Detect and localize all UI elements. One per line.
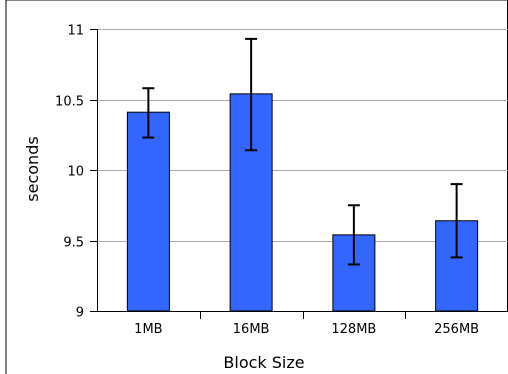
error-bars xyxy=(142,39,462,265)
y-tick-label: 10 xyxy=(67,165,84,180)
y-tick-label: 9 xyxy=(76,306,84,321)
y-tick-label: 10.5 xyxy=(55,95,84,110)
y-axis-title: seconds xyxy=(23,136,42,201)
x-tick-label: 16MB xyxy=(233,322,270,337)
bar xyxy=(127,112,169,311)
x-axis-title: Block Size xyxy=(223,353,304,372)
x-tick-label: 256MB xyxy=(434,322,479,337)
bars xyxy=(127,94,477,311)
x-tick-label: 128MB xyxy=(331,322,376,337)
y-tick-label: 11 xyxy=(67,24,84,39)
x-tick-label: 1MB xyxy=(134,322,162,337)
y-tick-label: 9.5 xyxy=(63,236,84,251)
